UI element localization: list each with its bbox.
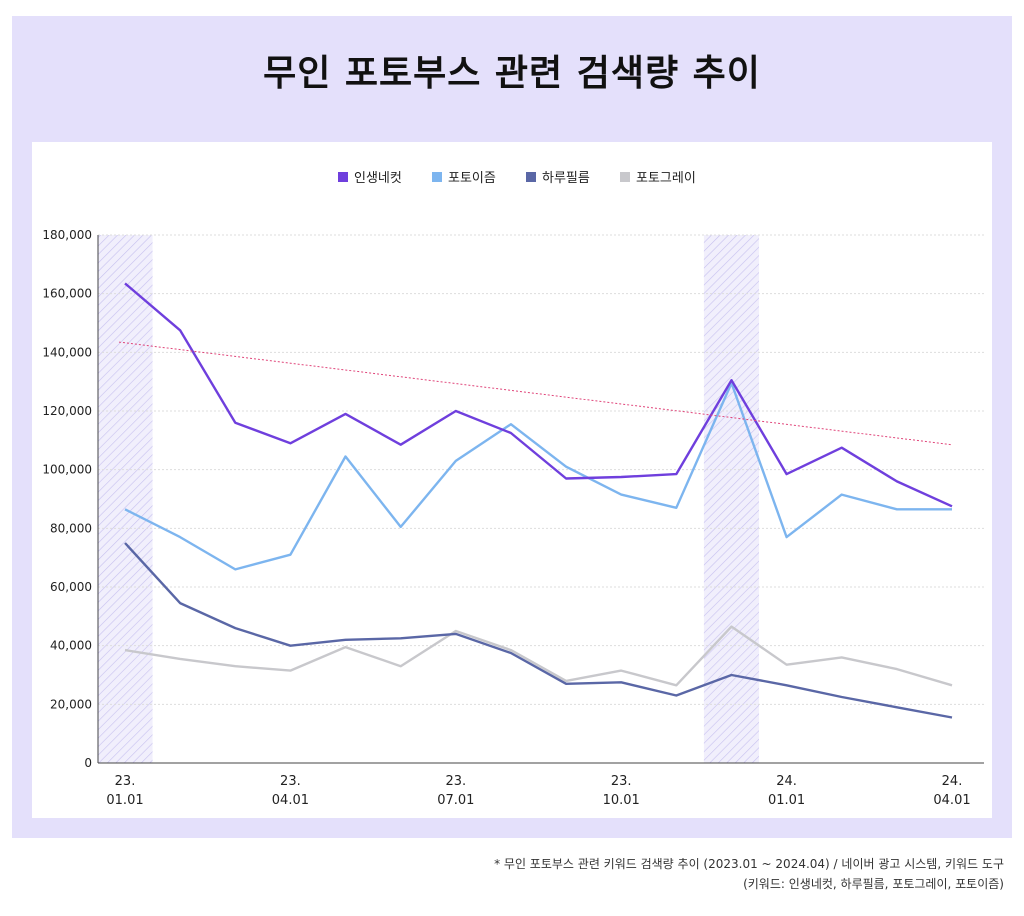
y-tick-label: 80,000 — [50, 521, 92, 535]
y-tick-label: 60,000 — [50, 580, 92, 594]
x-tick-label: 01.01 — [768, 793, 805, 808]
x-tick-label: 23. — [611, 774, 632, 789]
x-tick-label: 10.01 — [603, 793, 640, 808]
legend-label: 인생네컷 — [354, 171, 402, 186]
legend-label: 하루필름 — [542, 171, 590, 186]
series-line-인생네컷 — [124, 282, 953, 508]
x-tick-label: 24. — [776, 774, 797, 789]
y-tick-label: 120,000 — [42, 404, 92, 418]
page-title: 무인 포토부스 관련 검색량 추이 — [263, 53, 761, 94]
x-tick-label: 23. — [445, 774, 466, 789]
y-tick-label: 0 — [84, 756, 92, 770]
x-tick-label: 04.01 — [933, 793, 970, 808]
series-line-포토그레이 — [124, 625, 953, 687]
x-tick-label: 23. — [115, 774, 136, 789]
highlight-band-2 — [703, 235, 760, 763]
chart-card: 0 20,000 40,000 60,000 80,000 100,000 120,000 1… — [32, 142, 992, 818]
y-tick-label: 20,000 — [50, 697, 92, 711]
legend-label: 포토그레이 — [636, 171, 696, 186]
y-tick-label: 140,000 — [42, 345, 92, 359]
x-tick-label: 23. — [280, 774, 301, 789]
legend-swatch-포토이즘 — [432, 172, 442, 182]
legend-swatch-하루필름 — [526, 172, 536, 182]
legend-swatch-포토그레이 — [620, 172, 630, 182]
highlight-band-1 — [97, 235, 153, 763]
footnote-line-1: * 무인 포토부스 관련 키워드 검색량 추이 (2023.01 ~ 2024.… — [494, 857, 1004, 871]
legend-swatch-인생네컷 — [338, 172, 348, 182]
x-tick-label: 24. — [942, 774, 963, 789]
y-tick-label: 100,000 — [42, 463, 92, 477]
footnote-line-2: (키워드: 인생네컷, 하루필름, 포토그레이, 포토이즘) — [743, 877, 1004, 891]
x-tick-label: 01.01 — [106, 793, 143, 808]
y-tick-label: 180,000 — [42, 228, 92, 242]
series-line-하루필름 — [124, 542, 953, 719]
line-chart: 0 20,000 40,000 60,000 80,000 100,000 120,000 1… — [42, 171, 984, 808]
x-tick-label: 04.01 — [272, 793, 309, 808]
y-tick-label: 40,000 — [50, 639, 92, 653]
series-line-포토이즘 — [124, 381, 952, 571]
trend-line — [118, 341, 953, 446]
x-tick-label: 07.01 — [437, 793, 474, 808]
legend-label: 포토이즘 — [448, 171, 496, 186]
source-footnote: * 무인 포토부스 관련 키워드 검색량 추이 (2023.01 ~ 2024.… — [494, 854, 1004, 894]
y-tick-label: 160,000 — [42, 287, 92, 301]
